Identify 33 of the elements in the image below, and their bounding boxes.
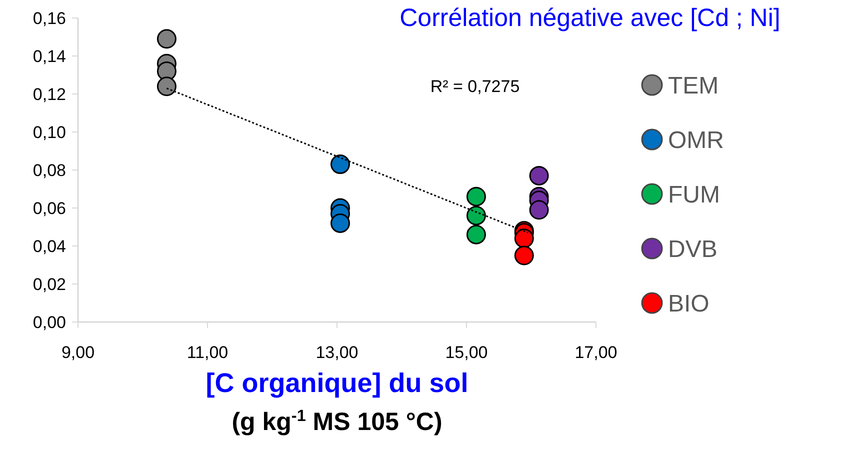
y-tick-label: 0,14 (32, 46, 66, 66)
point (514, 228, 534, 248)
chart-title: Corrélation négative avec [Cd ; Ni] (400, 4, 780, 32)
y-tick-label: 0,02 (32, 274, 66, 294)
point (330, 213, 350, 233)
legend-label: OMR (668, 126, 724, 154)
y-tick-label: 0,12 (32, 84, 66, 104)
legend-label: DVB (668, 236, 718, 263)
x-axis-title: [C organique] du sol (g kg$^{-1}$ MS 105 °C) (206, 368, 468, 436)
legend-label: TEM (668, 72, 719, 100)
legend-label: FUM (668, 181, 720, 208)
point (330, 154, 350, 174)
point (529, 166, 549, 186)
point (466, 224, 486, 244)
y-tick-label: 0,10 (32, 122, 66, 142)
y-tick-label: 0,06 (32, 198, 66, 218)
y-tick-label: 0,04 (32, 236, 66, 256)
x-tick-label: 9,00 (61, 343, 95, 362)
x-tick-label: 11,00 (186, 343, 228, 362)
legend-label: BIO (668, 290, 710, 318)
point (514, 246, 534, 266)
x-tick-label: 15,00 (445, 343, 488, 362)
x-tick-label: 17,00 (574, 343, 618, 362)
point (529, 200, 549, 220)
annotation: R² = 0,7275 (430, 77, 520, 96)
y-tick-label: 0,16 (32, 8, 66, 28)
point (156, 76, 176, 96)
y-tick-label: 0,00 (32, 312, 66, 332)
point (466, 186, 486, 206)
x-tick-label: 13,00 (316, 343, 358, 362)
y-tick-label: 0,08 (32, 160, 66, 180)
point (156, 29, 176, 49)
point (466, 206, 486, 226)
